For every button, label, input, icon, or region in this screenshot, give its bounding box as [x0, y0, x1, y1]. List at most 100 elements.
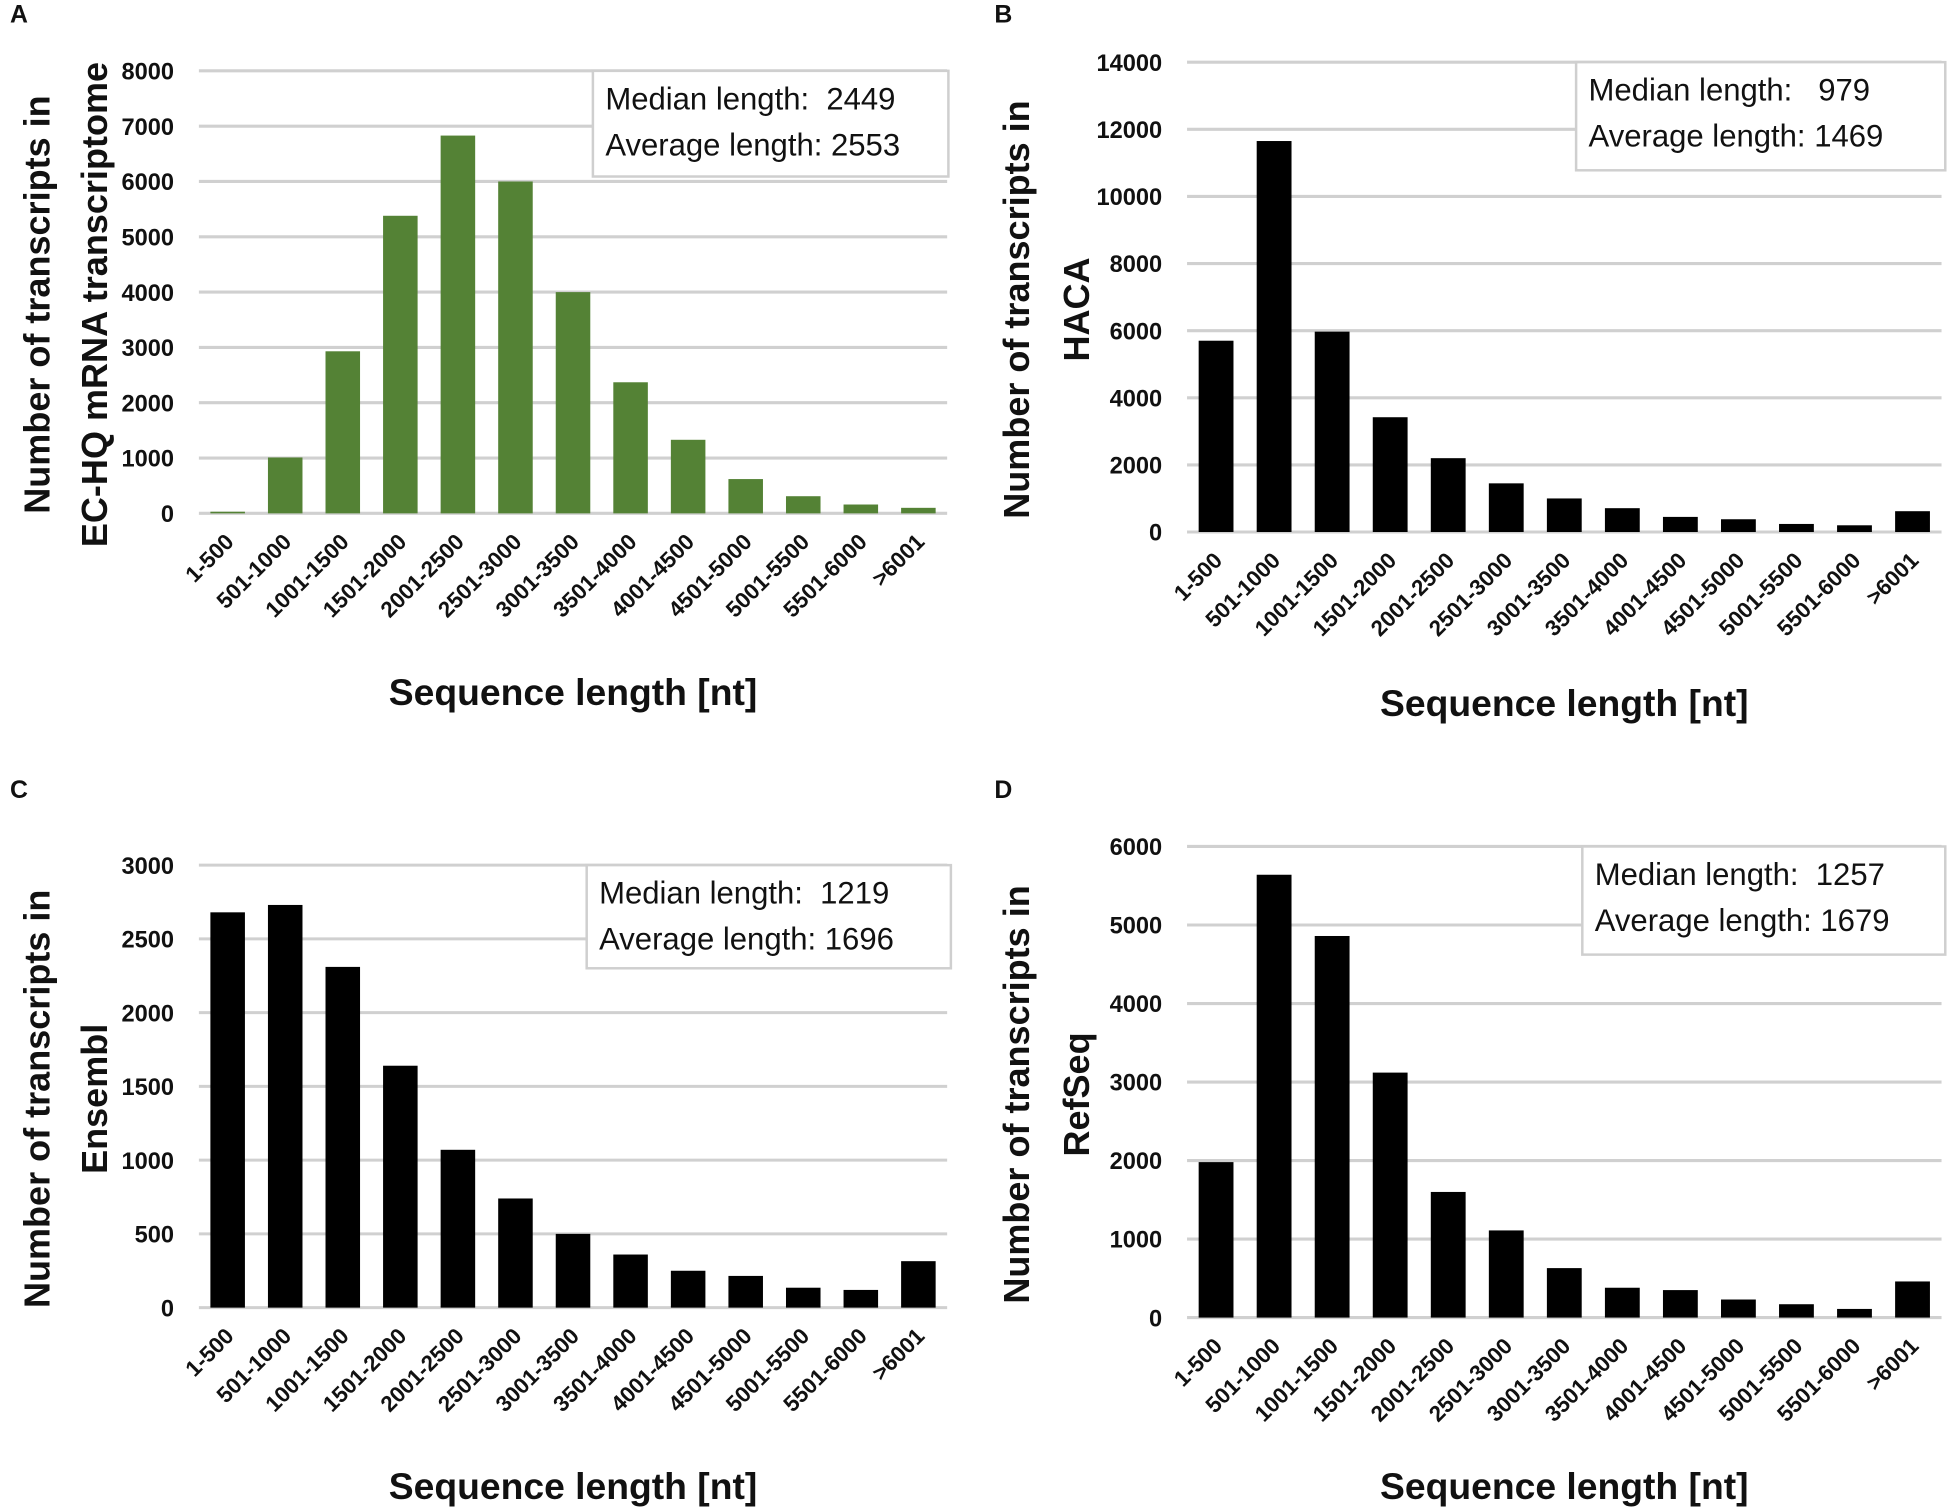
y-tick-label: 0: [161, 1296, 174, 1322]
y-tick-label: 500: [135, 1223, 174, 1249]
x-tick-label: >6001: [1861, 548, 1923, 610]
panel-a: A0100020003000400050006000700080001-5005…: [10, 1, 950, 713]
y-tick-label: 2500: [121, 928, 174, 954]
panel-d: D01000200030004000500060001-500501-10001…: [994, 777, 1947, 1507]
bar: [613, 382, 648, 514]
bar: [440, 1149, 476, 1308]
bar: [1779, 1304, 1814, 1318]
bar: [267, 904, 303, 1308]
bar: [1720, 1299, 1756, 1318]
y-axis-label-line1: Number of transcripts in: [996, 100, 1037, 518]
bar: [1314, 331, 1350, 533]
bar: [1662, 516, 1698, 533]
y-tick-label: 1000: [121, 1149, 174, 1175]
bar: [1256, 141, 1292, 533]
y-tick-label: 8000: [1110, 252, 1163, 278]
y-tick-label: 6000: [1110, 835, 1163, 861]
y-tick-label: 3000: [1110, 1071, 1163, 1097]
average-length-text: Average length: 2553: [605, 127, 900, 162]
bar: [1604, 1287, 1640, 1318]
bar: [1314, 935, 1350, 1318]
y-tick-label: 1000: [121, 447, 174, 473]
bar: [210, 912, 245, 1308]
bar: [1372, 1072, 1408, 1318]
bar: [1895, 511, 1930, 533]
stats-annotation-box: Median length: 979 Average length: 1469: [1574, 60, 1947, 172]
bar: [1372, 417, 1408, 533]
annotation-frame: [585, 863, 953, 970]
bar: [1837, 1308, 1872, 1318]
bar: [1837, 525, 1872, 533]
y-tick-label: 2000: [1110, 1149, 1163, 1175]
bar: [785, 496, 821, 514]
y-axis-label-line2: HACA: [1056, 257, 1097, 361]
y-axis-label-line1: Number of transcripts in: [17, 95, 58, 513]
y-tick-label: 1500: [121, 1075, 174, 1101]
median-length-text: Median length: 1257: [1595, 857, 1885, 892]
bar: [1198, 340, 1234, 533]
bar: [325, 351, 361, 514]
x-axis-label: Sequence length [nt]: [389, 1465, 758, 1507]
bar: [267, 457, 303, 514]
bar: [555, 292, 591, 514]
y-tick-label: 3000: [121, 854, 174, 880]
bar: [1604, 508, 1640, 533]
y-tick-label: 10000: [1097, 185, 1163, 211]
x-tick-label: >6001: [867, 529, 929, 591]
bar: [498, 181, 533, 514]
y-tick-label: 4000: [121, 281, 174, 307]
bar: [555, 1233, 591, 1308]
bar: [1895, 1281, 1930, 1318]
bar: [1430, 1191, 1466, 1318]
y-tick-label: 2000: [121, 1001, 174, 1027]
average-length-text: Average length: 1469: [1589, 119, 1884, 154]
y-tick-label: 8000: [121, 60, 174, 86]
y-tick-label: 7000: [121, 115, 174, 141]
y-tick-label: 2000: [121, 391, 174, 417]
y-tick-label: 0: [1149, 521, 1162, 547]
annotation-frame: [591, 69, 950, 178]
y-axis-label-line1: Number of transcripts in: [996, 885, 1037, 1303]
bar: [498, 1198, 533, 1308]
bar: [1256, 874, 1292, 1318]
median-length-text: Median length: 1219: [599, 876, 889, 911]
x-tick-label: >6001: [1861, 1333, 1923, 1395]
bar: [901, 1261, 936, 1308]
y-tick-label: 0: [1149, 1306, 1162, 1332]
y-tick-label: 1000: [1110, 1228, 1163, 1254]
annotation-frame: [1574, 60, 1947, 172]
y-tick-label: 3000: [121, 336, 174, 362]
panel-letter: D: [994, 777, 1012, 804]
y-axis-label-line2: Ensembl: [74, 1024, 115, 1174]
bar: [1546, 1268, 1582, 1318]
panel-c: C0500100015002000250030001-500501-100010…: [10, 777, 953, 1507]
median-length-text: Median length: 2449: [605, 81, 895, 116]
stats-annotation-box: Median length: 1257 Average length: 1679: [1581, 845, 1947, 956]
bar: [728, 479, 763, 514]
y-tick-label: 6000: [1110, 319, 1163, 345]
y-tick-label: 6000: [121, 170, 174, 196]
x-tick-label: >6001: [867, 1323, 929, 1385]
x-axis-label: Sequence length [nt]: [1380, 682, 1749, 724]
y-axis-label-line1: Number of transcripts in: [17, 890, 58, 1308]
median-length-text: Median length: 979: [1589, 73, 1871, 108]
bar: [670, 1270, 706, 1308]
panel-letter: A: [10, 1, 28, 28]
bar: [210, 511, 245, 514]
y-tick-label: 5000: [1110, 914, 1163, 940]
stats-annotation-box: Median length: 1219 Average length: 1696: [585, 863, 953, 970]
bar: [670, 439, 706, 514]
bar: [383, 1065, 418, 1308]
bar: [785, 1287, 821, 1308]
x-axis-label: Sequence length [nt]: [1380, 1465, 1749, 1507]
bar: [1488, 1230, 1524, 1318]
y-tick-label: 14000: [1097, 51, 1163, 77]
y-tick-label: 4000: [1110, 386, 1163, 412]
bar: [325, 966, 361, 1308]
bar: [1779, 523, 1814, 533]
panel-b: B020004000600080001000012000140001-50050…: [994, 1, 1947, 724]
average-length-text: Average length: 1696: [599, 922, 894, 957]
bar: [1430, 458, 1466, 533]
panel-letter: B: [994, 1, 1012, 28]
